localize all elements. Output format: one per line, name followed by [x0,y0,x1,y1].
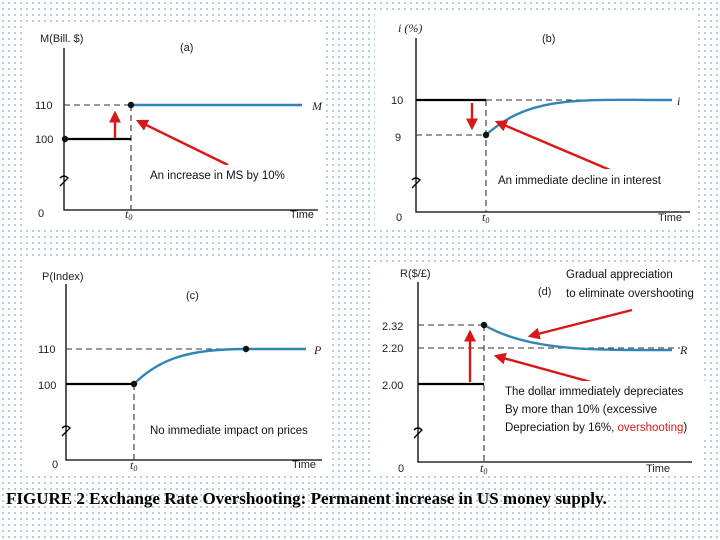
panel-a-series-label: M [311,99,323,113]
overshooting-highlight: overshooting [618,422,684,434]
panel-d-top-note-box [561,264,704,304]
panel-b-note: An immediate decline in interest [498,175,662,187]
panel-c-note: No immediate impact on prices [150,425,308,437]
panel-b-note-arrow [494,120,611,172]
panel-d-depreciation-arrow [493,352,599,386]
panel-d-y-axis-title: R($/£) [400,268,431,280]
panel-c-series-label: P [313,343,322,357]
panel-b-xtick-t0: t0 [482,210,489,225]
panel-b-axis-break [411,177,421,189]
panel-a-ytick-100: 100 [35,134,53,146]
panel-a-xtick-zero: 0 [38,208,44,220]
panel-d-point-jump [480,321,488,329]
panel-b-series-label: i [677,94,680,108]
panel-c-xtick-t0: t0 [130,458,137,473]
panel-b-ytick-10: 10 [391,95,403,107]
panel-a-tag: (a) [180,42,193,54]
panel-d: R($/£) (d) 2.32 2.20 2.00 0 t0 Time R Gr… [372,262,706,476]
panel-a-y-axis-title: M(Bill. $) [40,33,83,45]
panel-d-bottom-note-box [500,381,706,437]
panel-b-ytick-9: 9 [395,132,401,144]
panel-c: P(Index) (c) 110 100 0 t0 Time P No imme… [22,258,328,473]
panel-d-ytick-220: 2.20 [382,343,403,355]
panel-d-xtick-t0: t0 [480,461,487,476]
panel-a-axes [63,48,318,211]
panel-b-y-axis-title: i (%) [398,21,422,35]
panel-b-xtick-zero: 0 [396,212,402,224]
panel-b: i (%) (b) 10 9 0 t0 Time i An immediate … [375,14,695,230]
panel-a-xtick-t0: t0 [125,207,132,222]
panel-b-background [375,14,695,230]
figure-caption: FIGURE 2 Exchange Rate Overshooting: Per… [6,489,607,508]
panel-a-point-start [61,135,69,143]
panel-c-tag: (c) [186,290,199,302]
panel-d-appreciation-arrow [527,308,633,340]
panel-d-top-note-line1: Gradual appreciation [566,269,673,281]
panel-c-x-axis-title: Time [292,459,316,471]
panel-c-axes [65,284,322,461]
panel-a-background [22,22,324,227]
panel-d-bottom-note-line3: Depreciation by 16%, overshooting) [505,422,687,434]
panel-b-note-box [494,169,676,190]
panel-a-note-box [146,165,296,185]
panel-d-axes [417,282,692,463]
panel-c-xtick-zero: 0 [52,459,58,471]
panel-c-p-adjust [133,347,247,385]
panel-d-xtick-zero: 0 [398,463,404,475]
panel-d-ytick-200: 2.00 [382,380,403,392]
panel-b-x-axis-title: Time [658,212,682,224]
panel-d-r-after [483,323,673,352]
panel-a: M(Bill. $) (a) 110 100 0 t0 Time M An in… [22,22,324,227]
panel-a-point-jump [127,101,135,109]
panel-b-point-drop [482,131,490,139]
panel-c-note-box [146,419,324,440]
panel-d-series-label: R [679,343,688,357]
panel-a-ytick-110: 110 [35,100,53,112]
panel-d-tag: (d) [538,286,551,298]
panel-c-ytick-100: 100 [38,380,56,392]
panel-d-ytick-232: 2.32 [382,321,403,333]
panel-c-axis-break [61,425,71,437]
panel-b-tag: (b) [542,33,555,45]
panel-d-bottom-note-line2: By more than 10% (excessive [505,404,657,416]
panel-c-point-t0 [130,380,138,388]
panel-a-axis-break [59,175,69,187]
panel-d-bottom-note-line1: The dollar immediately depreciates [505,386,684,398]
panel-c-y-axis-title: P(Index) [42,271,84,283]
panel-d-top-note-line2: to eliminate overshooting [566,288,694,300]
panel-a-note-arrow [135,119,229,167]
panel-c-ytick-110: 110 [38,344,56,356]
panel-a-note: An increase in MS by 10% [150,170,285,182]
panel-d-x-axis-title: Time [646,463,670,475]
panel-d-axis-break [413,427,423,439]
panel-b-axes [415,38,690,213]
panel-c-point-longrun [242,345,250,353]
panel-a-x-axis-title: Time [290,209,314,221]
